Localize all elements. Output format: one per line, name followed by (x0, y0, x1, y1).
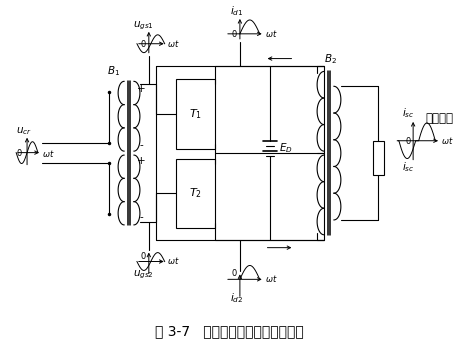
Bar (175, 79, 215, 149)
Text: $u_{gs2}$: $u_{gs2}$ (134, 269, 154, 281)
Text: 图 3-7   双场效应管推挽功率放大器: 图 3-7 双场效应管推挽功率放大器 (155, 324, 303, 338)
Text: 交越失真: 交越失真 (426, 112, 454, 125)
Bar (175, 158, 215, 228)
Text: 0: 0 (141, 252, 146, 260)
Text: $\omega t$: $\omega t$ (42, 147, 55, 159)
Text: $\omega t$: $\omega t$ (441, 135, 453, 146)
Text: -: - (139, 140, 143, 150)
Text: $i_{d2}$: $i_{d2}$ (230, 291, 244, 305)
Text: 0: 0 (17, 149, 22, 158)
Text: +: + (137, 84, 145, 94)
Text: $i_{sc}$: $i_{sc}$ (402, 161, 414, 174)
Text: $B_1$: $B_1$ (106, 64, 120, 78)
Text: $i_{sc}$: $i_{sc}$ (402, 106, 414, 120)
Text: 0: 0 (232, 30, 237, 39)
Text: 0: 0 (405, 137, 410, 146)
Text: 0: 0 (232, 269, 237, 278)
Text: $B_2$: $B_2$ (325, 53, 337, 67)
Text: $\omega t$: $\omega t$ (265, 273, 277, 284)
Text: $i_{d1}$: $i_{d1}$ (230, 4, 244, 18)
Text: $\omega t$: $\omega t$ (167, 38, 179, 49)
Text: $\omega t$: $\omega t$ (167, 256, 179, 266)
Text: $u_{gs1}$: $u_{gs1}$ (134, 19, 154, 32)
Text: -: - (139, 212, 143, 222)
Text: $T_2$: $T_2$ (189, 186, 202, 200)
Text: $E_D$: $E_D$ (280, 141, 293, 155)
Text: $\omega t$: $\omega t$ (265, 28, 277, 39)
Text: 0: 0 (141, 40, 146, 49)
Text: $T_1$: $T_1$ (189, 107, 202, 121)
Bar (373, 141, 385, 175)
Text: +: + (137, 156, 145, 166)
Text: $u_{cr}$: $u_{cr}$ (16, 125, 32, 137)
